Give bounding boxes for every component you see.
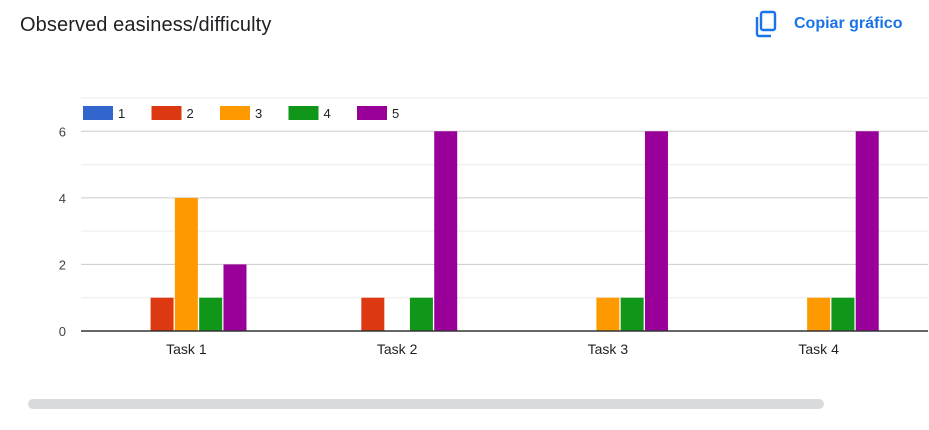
legend-label-1: 1 bbox=[118, 106, 125, 121]
bar-5-task-2 bbox=[434, 131, 458, 331]
x-category-label: Task 3 bbox=[588, 341, 629, 357]
bar-5-task-4 bbox=[855, 131, 879, 331]
y-tick-label: 6 bbox=[59, 124, 66, 139]
chart-title: Observed easiness/difficulty bbox=[20, 14, 272, 36]
y-tick-label: 0 bbox=[59, 324, 66, 339]
bar-chart: 0 2 4 6 Task 1 Task 2 Task 3 Task 4 1 2 3 4 5 bbox=[59, 97, 928, 357]
copy-icon bbox=[752, 10, 780, 38]
x-category-label: Task 2 bbox=[377, 341, 418, 357]
bar-3-task-1 bbox=[174, 197, 198, 331]
x-category-label: Task 1 bbox=[166, 341, 207, 357]
y-tick-label: 2 bbox=[59, 257, 66, 272]
legend-label-4: 4 bbox=[324, 106, 331, 121]
legend-swatch-1 bbox=[83, 106, 113, 120]
bar-4-task-3 bbox=[620, 297, 644, 331]
copy-chart-label: Copiar gráfico bbox=[794, 15, 903, 32]
bar-2-task-1 bbox=[150, 297, 174, 331]
bar-4-task-1 bbox=[199, 297, 223, 331]
copy-chart-button[interactable]: Copiar gráfico bbox=[752, 8, 902, 40]
x-category-label: Task 4 bbox=[798, 341, 839, 357]
legend-label-5: 5 bbox=[392, 106, 399, 121]
bar-5-task-3 bbox=[644, 131, 668, 331]
legend-swatch-3 bbox=[220, 106, 250, 120]
bar-5-task-1 bbox=[223, 264, 247, 331]
legend-label-2: 2 bbox=[187, 106, 194, 121]
bar-2-task-2 bbox=[361, 297, 385, 331]
bar-4-task-4 bbox=[831, 297, 855, 331]
horizontal-scrollbar[interactable] bbox=[28, 399, 824, 409]
bar-4-task-2 bbox=[409, 297, 433, 331]
legend-swatch-4 bbox=[288, 106, 319, 120]
bar-3-task-3 bbox=[596, 297, 620, 331]
legend-swatch-5 bbox=[357, 106, 387, 120]
bar-3-task-4 bbox=[807, 297, 831, 331]
y-tick-label: 4 bbox=[59, 191, 66, 206]
legend-swatch-2 bbox=[151, 106, 182, 120]
legend-label-3: 3 bbox=[255, 106, 262, 121]
